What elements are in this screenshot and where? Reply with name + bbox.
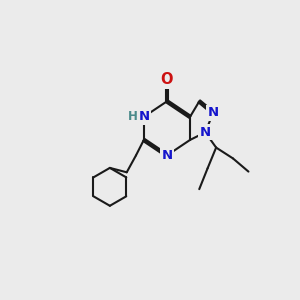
Text: N: N: [200, 126, 211, 139]
Text: O: O: [161, 72, 173, 87]
Text: H: H: [128, 110, 138, 123]
Text: N: N: [161, 149, 172, 162]
Text: N: N: [138, 110, 149, 123]
Text: N: N: [208, 106, 219, 119]
